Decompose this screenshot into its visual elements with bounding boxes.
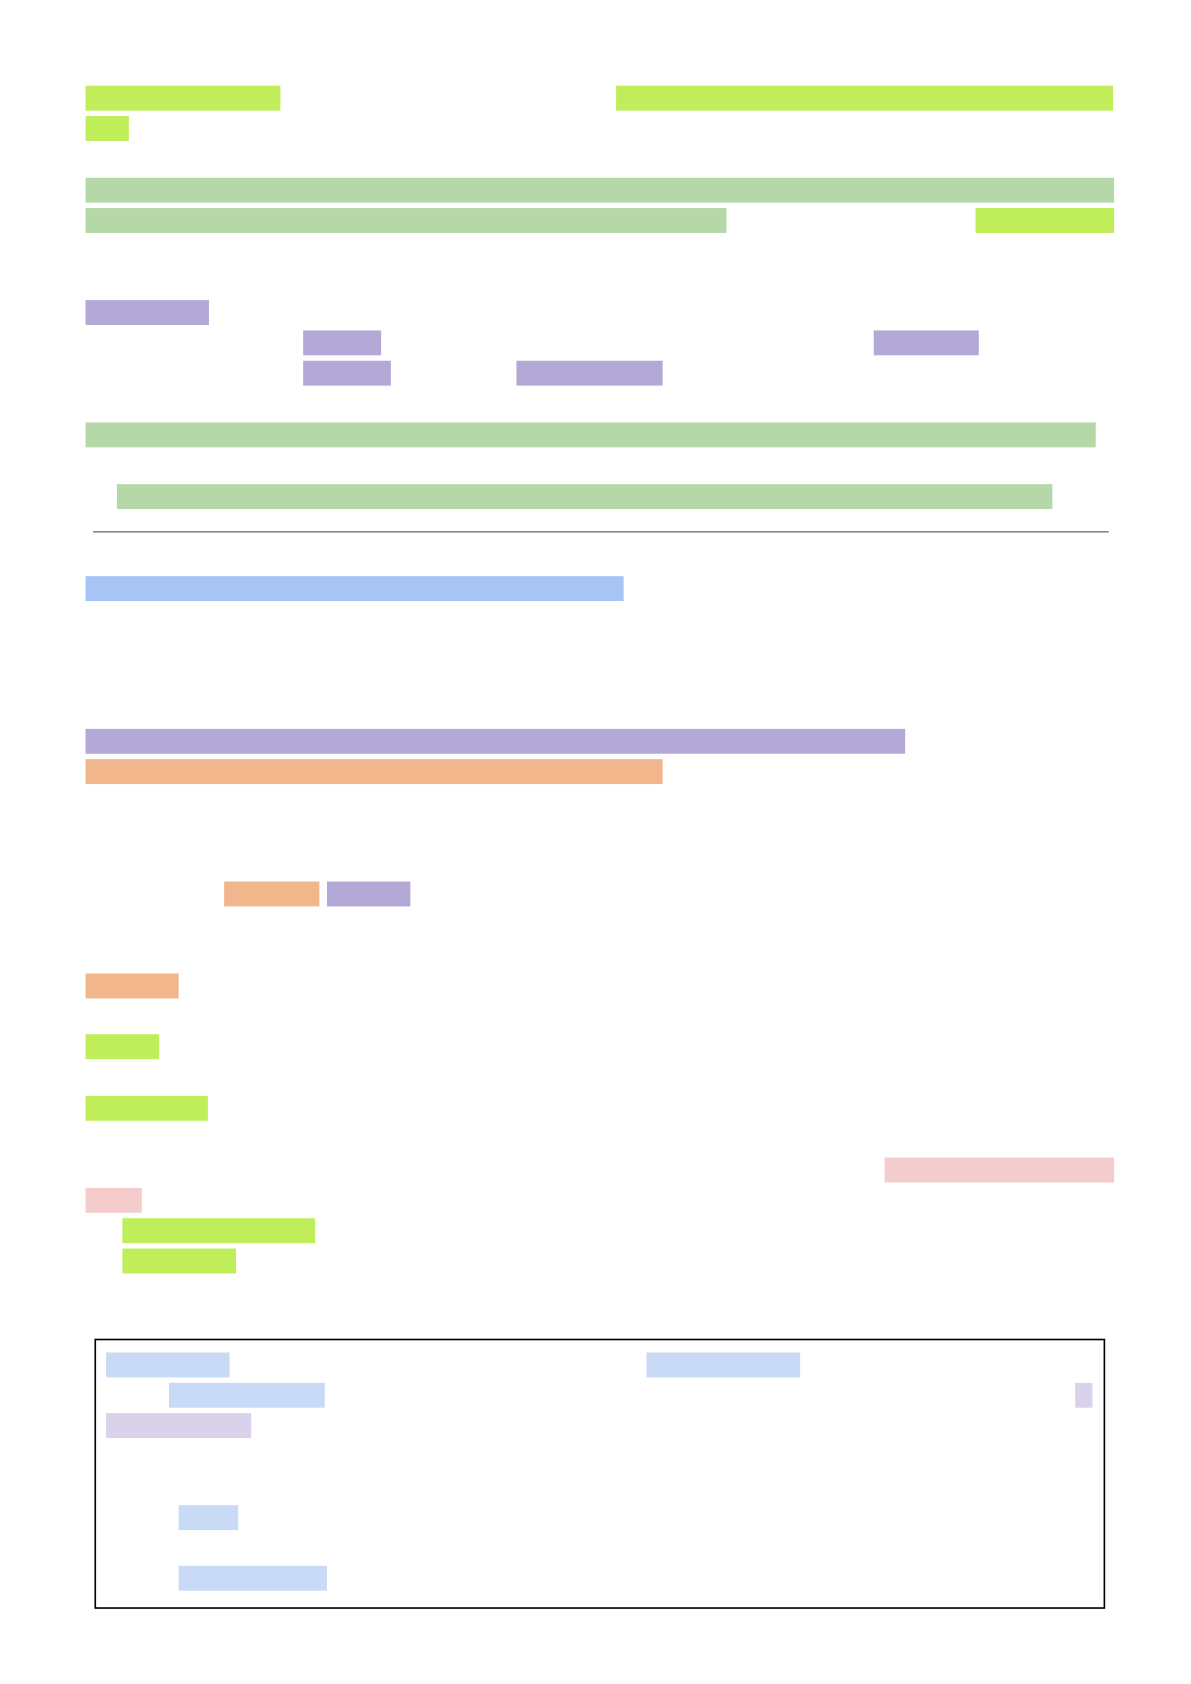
text-block xyxy=(178,1505,239,1531)
text-block xyxy=(616,85,1114,111)
text-block xyxy=(85,116,129,141)
text-block xyxy=(1075,1382,1093,1408)
heading-block xyxy=(85,576,624,602)
text-block xyxy=(116,484,1053,510)
list-item-block xyxy=(122,1218,316,1244)
text-block xyxy=(106,1413,252,1439)
text-block xyxy=(224,881,320,907)
text-block xyxy=(85,728,906,754)
text-block xyxy=(178,1565,327,1591)
text-block xyxy=(85,1034,160,1060)
text-block xyxy=(85,85,281,111)
text-block xyxy=(85,1187,142,1213)
text-block xyxy=(303,360,391,386)
text-block xyxy=(326,881,411,907)
text-block xyxy=(85,422,1096,448)
text-block xyxy=(85,208,727,233)
text-block xyxy=(646,1352,801,1378)
text-block xyxy=(884,1157,1115,1183)
text-block xyxy=(168,1382,325,1408)
text-block xyxy=(85,1095,208,1121)
text-block xyxy=(873,330,979,356)
boxed-section xyxy=(94,1338,1106,1609)
text-block xyxy=(303,330,382,356)
text-block xyxy=(516,360,663,386)
text-block xyxy=(85,300,209,325)
text-block xyxy=(106,1352,230,1378)
list-item-block xyxy=(122,1248,237,1274)
text-block xyxy=(85,177,1115,203)
text-block xyxy=(85,973,179,999)
text-block xyxy=(975,208,1115,233)
text-block xyxy=(85,759,663,785)
